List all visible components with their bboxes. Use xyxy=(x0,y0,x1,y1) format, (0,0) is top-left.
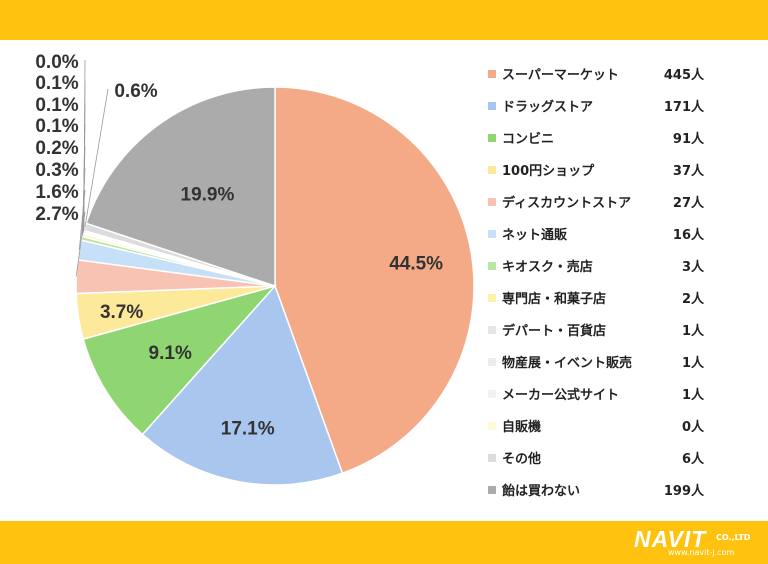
legend-value: 2人 xyxy=(681,292,704,307)
legend-value: 1人 xyxy=(681,324,704,339)
legend-value: 91人 xyxy=(672,132,704,147)
legend-swatch xyxy=(488,358,496,366)
pie-slices xyxy=(75,86,475,486)
pie-slice-2 xyxy=(82,284,278,436)
legend-item: ネット通販 16人 xyxy=(488,222,718,254)
leader-line-12 xyxy=(84,88,109,227)
legend-value: 6人 xyxy=(681,452,704,467)
legend-item: 物産展・イベント販売 1人 xyxy=(488,350,718,382)
pie-label-0: 44.5% xyxy=(389,253,443,274)
legend-item: キオスク・売店 3人 xyxy=(488,254,718,286)
legend-item: デパート・百貨店 1人 xyxy=(488,318,718,350)
legend-label: 自販機 xyxy=(502,420,542,435)
leader-lines xyxy=(75,59,109,277)
legend-item: 100円ショップ 37人 xyxy=(488,158,718,190)
legend-label: 100円ショップ xyxy=(502,164,595,179)
legend-swatch xyxy=(488,70,496,78)
legend-item: ドラッグストア 171人 xyxy=(488,94,718,126)
legend-label: 専門店・和菓子店 xyxy=(502,292,607,307)
pie-chart: 44.5%17.1%9.1%3.7%2.7%1.6%0.3%0.2%0.1%0.… xyxy=(35,52,475,486)
legend-item: 自販機 0人 xyxy=(488,414,718,446)
legend-label: コンビニ xyxy=(502,132,555,147)
legend-swatch xyxy=(488,166,496,174)
legend-swatch xyxy=(488,198,496,206)
legend-label: メーカー公式サイト xyxy=(502,388,620,403)
legend-swatch xyxy=(488,262,496,270)
legend-value: 27人 xyxy=(672,196,704,211)
pie-label-2: 9.1% xyxy=(149,343,192,364)
legend-label: ディスカウントストア xyxy=(502,196,632,211)
legend-item: メーカー公式サイト 1人 xyxy=(488,382,718,414)
legend-value: 1人 xyxy=(681,356,704,371)
legend: スーパーマーケット 445人ドラッグストア 171人コンビニ 91人 100円ショップ 3… xyxy=(488,62,718,510)
legend-swatch xyxy=(488,134,496,142)
company-logo: NAVIT CO.,LTD www.navit-j.com xyxy=(634,526,764,560)
legend-value: 37人 xyxy=(672,164,704,179)
pie-label-8: 0.1% xyxy=(35,116,78,137)
legend-label: 飴は買わない xyxy=(502,484,581,499)
legend-item: スーパーマーケット 445人 xyxy=(488,62,718,94)
logo-url: www.navit-j.com xyxy=(668,548,735,557)
legend-swatch xyxy=(488,230,496,238)
legend-value: 1人 xyxy=(681,388,704,403)
legend-label: ドラッグストア xyxy=(502,100,594,115)
legend-label: ネット通販 xyxy=(502,228,568,243)
legend-swatch xyxy=(488,486,496,494)
pie-label-6: 0.3% xyxy=(35,160,78,181)
legend-label: スーパーマーケット xyxy=(502,68,619,83)
legend-swatch xyxy=(488,454,496,462)
pie-slice-1 xyxy=(141,284,344,486)
leader-line-11 xyxy=(83,59,86,231)
top-band xyxy=(0,0,768,40)
legend-label: キオスク・売店 xyxy=(502,260,593,275)
pie-label-3: 3.7% xyxy=(100,302,143,323)
pie-labels: 44.5%17.1%9.1%3.7%2.7%1.6%0.3%0.2%0.1%0.… xyxy=(35,52,443,440)
legend-value: 0人 xyxy=(681,420,704,435)
legend-value: 445人 xyxy=(663,68,704,83)
legend-label: 物産展・イベント販売 xyxy=(502,356,633,371)
pie-label-11: 0.0% xyxy=(35,52,78,73)
pie-label-12: 0.6% xyxy=(114,81,157,102)
legend-swatch xyxy=(488,326,496,334)
legend-item: 専門店・和菓子店 2人 xyxy=(488,286,718,318)
legend-swatch xyxy=(488,102,496,110)
pie-label-9: 0.1% xyxy=(35,95,78,116)
bottom-band xyxy=(0,521,768,564)
pie-label-13: 19.9% xyxy=(181,184,235,205)
pie-label-7: 0.2% xyxy=(35,138,78,159)
legend-value: 171人 xyxy=(663,100,704,115)
legend-label: その他 xyxy=(502,452,542,467)
pie-slice-13 xyxy=(85,86,276,288)
legend-label: デパート・百貨店 xyxy=(502,324,607,339)
legend-item: コンビニ 91人 xyxy=(488,126,718,158)
pie-label-10: 0.1% xyxy=(35,73,78,94)
pie-label-4: 2.7% xyxy=(35,204,78,225)
pie-label-5: 1.6% xyxy=(35,182,78,203)
pie-slice-0 xyxy=(274,86,475,475)
legend-swatch xyxy=(488,422,496,430)
legend-item: ディスカウントストア 27人 xyxy=(488,190,718,222)
logo-suffix: CO.,LTD xyxy=(716,533,751,542)
pie-label-1: 17.1% xyxy=(221,419,275,440)
legend-item: その他 6人 xyxy=(488,446,718,478)
legend-item: 飴は買わない 199人 xyxy=(488,478,718,510)
legend-value: 3人 xyxy=(681,260,704,275)
legend-swatch xyxy=(488,294,496,302)
legend-swatch xyxy=(488,390,496,398)
legend-value: 16人 xyxy=(672,228,704,243)
legend-value: 199人 xyxy=(663,484,704,499)
logo-name: NAVIT xyxy=(634,526,707,552)
